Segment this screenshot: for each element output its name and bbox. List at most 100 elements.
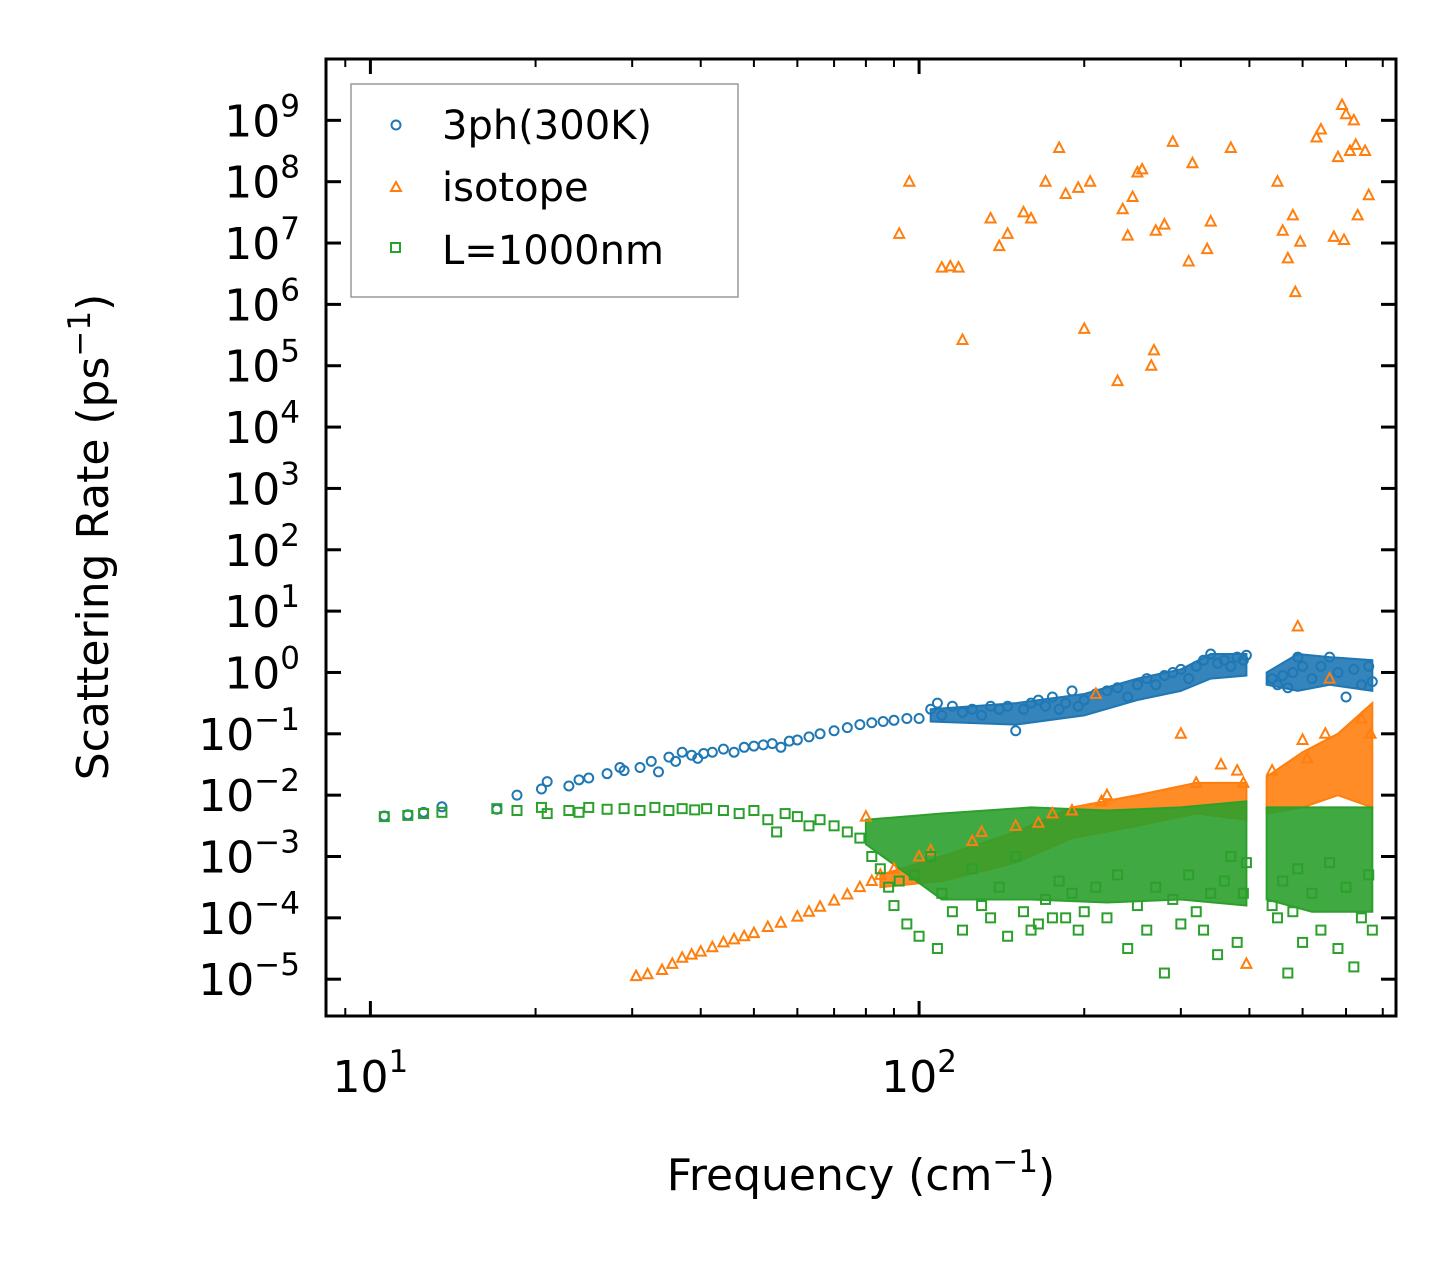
data-point-isotope: [992, 238, 1006, 252]
data-point-isotope: [1200, 241, 1214, 255]
data-point-isotope: [1343, 143, 1357, 157]
data-point-3ph300k: [1266, 673, 1278, 685]
data-point-l1000nm: [874, 863, 886, 875]
data-point-isotope: [924, 842, 938, 856]
data-point-3ph300k: [1348, 663, 1360, 675]
y-tick-label-base: 10: [224, 342, 280, 393]
legend-box: [350, 83, 739, 298]
data-point-3ph300k: [1040, 700, 1052, 712]
data-point-l1000nm: [866, 851, 878, 862]
data-point-isotope: [1009, 818, 1023, 831]
density-band-l1000nm-4: [864, 800, 1248, 907]
data-point-isotope: [1038, 174, 1053, 187]
data-point-isotope: [737, 928, 751, 942]
data-point-isotope: [694, 943, 708, 957]
data-point-isotope: [716, 934, 731, 948]
data-point-l1000nm: [901, 918, 913, 930]
data-point-isotope: [1185, 155, 1200, 169]
data-point-isotope: [1189, 775, 1203, 788]
y-tick-label: 108: [224, 150, 300, 209]
x-axis-title-main: Frequency (cm: [667, 1150, 993, 1201]
data-point-l1000nm: [1277, 875, 1289, 887]
data-point-isotope: [684, 947, 699, 960]
data-point-isotope: [840, 886, 854, 900]
y-tick-label-base: 10: [198, 894, 254, 945]
y-tick-label: 10−4: [198, 886, 300, 945]
y-tick-label-exp: 2: [280, 518, 300, 554]
y-tick-label: 101: [224, 579, 300, 638]
data-point-3ph300k: [1101, 685, 1113, 697]
data-point-isotope: [1358, 143, 1372, 157]
tick-layer: 101 10210910810710610510410310210110010−1…: [198, 59, 1396, 1103]
y-tick-label: 10−5: [198, 947, 300, 1006]
data-point-isotope: [1157, 216, 1172, 230]
data-point-isotope: [1300, 750, 1314, 764]
data-point-3ph300k: [1324, 651, 1336, 663]
y-tick-label-exp: 8: [280, 150, 300, 186]
data-point-l1000nm: [854, 832, 866, 844]
data-point-l1000nm: [946, 906, 958, 918]
data-point-isotope: [1130, 164, 1145, 178]
data-point-3ph300k: [1060, 697, 1072, 709]
data-point-isotope: [1339, 106, 1353, 120]
density-band-3ph300k-1: [1265, 653, 1374, 693]
x-tick-label-exp: 2: [937, 1044, 957, 1080]
data-point-isotope: [1270, 174, 1285, 187]
data-point-isotope: [675, 950, 689, 963]
data-point-l1000nm: [1297, 936, 1309, 948]
data-point-l1000nm: [676, 803, 688, 815]
data-point-isotope: [727, 931, 741, 945]
data-point-3ph300k: [686, 749, 698, 761]
data-point-3ph300k: [652, 766, 664, 778]
y-tick-label-base: 10: [224, 280, 280, 331]
data-point-isotope: [1204, 213, 1218, 227]
data-point-3ph300k: [511, 789, 523, 801]
y-tick-label-base: 10: [224, 403, 280, 454]
data-point-isotope: [705, 939, 720, 953]
data-point-isotope: [1052, 140, 1066, 153]
data-point-3ph300k: [925, 703, 937, 715]
data-point-3ph300k: [535, 783, 547, 795]
data-point-isotope: [1065, 802, 1079, 816]
data-point-3ph300k: [1218, 654, 1230, 666]
plot-frame: [324, 57, 1398, 1018]
data-point-isotope: [951, 259, 966, 273]
data-point-l1000nm: [1101, 912, 1113, 924]
legend-label-boundary: L=1000nm: [442, 228, 664, 274]
data-point-l1000nm: [1032, 918, 1044, 930]
data-point-3ph300k: [1046, 691, 1058, 703]
data-point-isotope: [1327, 229, 1341, 242]
data-point-isotope: [813, 899, 827, 912]
data-point-l1000nm: [828, 820, 840, 832]
data-point-l1000nm: [1025, 924, 1037, 936]
data-point-l1000nm: [1122, 943, 1134, 955]
data-point-isotope: [1024, 210, 1038, 224]
data-point-isotope: [1174, 726, 1188, 739]
data-point-3ph300k: [888, 714, 900, 726]
data-point-3ph300k: [828, 725, 840, 737]
data-point-l1000nm: [1078, 906, 1090, 918]
data-point-l1000nm: [985, 912, 997, 924]
data-point-isotope: [859, 808, 873, 822]
data-point-l1000nm: [717, 804, 729, 816]
data-point-isotope: [665, 956, 679, 969]
data-point-3ph300k: [1205, 648, 1217, 660]
y-tick-label-base: 10: [198, 771, 254, 822]
data-point-3ph300k: [1078, 694, 1090, 706]
y-axis-title-sup: −1: [62, 311, 98, 357]
data-point-isotope: [1291, 618, 1305, 632]
legend-label-isotope: isotope: [442, 165, 589, 211]
y-axis-title-main: Scattering Rate (ps: [68, 357, 119, 781]
data-point-3ph300k: [1240, 649, 1252, 661]
data-point-l1000nm: [1340, 881, 1352, 893]
data-point-isotope: [1350, 207, 1365, 221]
data-point-isotope: [1166, 134, 1180, 147]
data-point-3ph300k: [1363, 660, 1375, 672]
legend-marker-3ph: [390, 119, 402, 131]
data-point-isotope: [1100, 787, 1114, 801]
data-point-l1000nm: [1315, 924, 1327, 936]
data-point-isotope: [1331, 149, 1345, 163]
data-point-isotope: [1031, 815, 1046, 828]
data-point-l1000nm: [1167, 893, 1179, 905]
data-point-l1000nm: [402, 809, 414, 821]
